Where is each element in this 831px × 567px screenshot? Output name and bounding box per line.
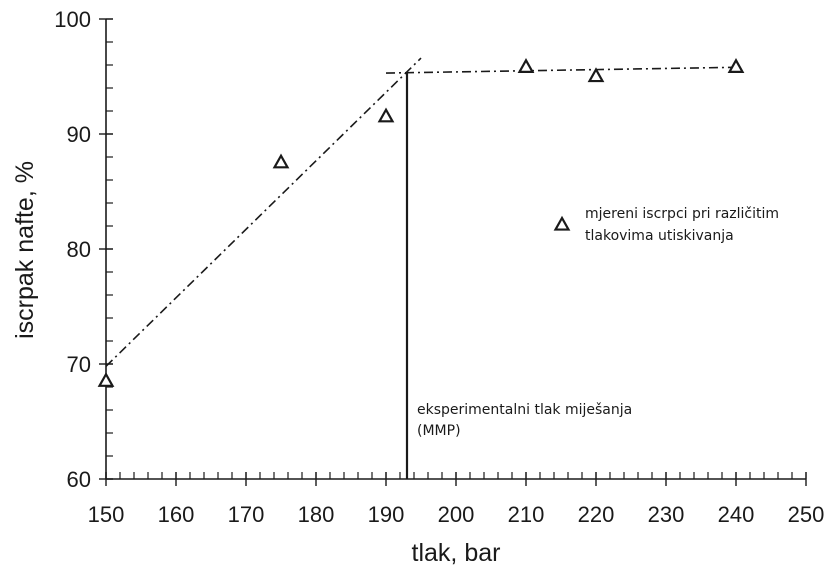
trend-line [105,57,422,367]
data-point-marker [377,107,395,123]
x-tick-label: 150 [88,502,125,527]
y-axis-title: iscrpak nafte, % [11,161,39,339]
data-point-marker [97,372,115,387]
data-point-marker [587,67,605,83]
data-point-marker [727,58,745,73]
y-tick-label: 70 [67,352,91,377]
x-tick-label: 210 [508,502,545,527]
y-tick-label: 100 [54,7,91,32]
x-tick-label: 160 [158,502,195,527]
x-tick-label: 230 [648,502,685,527]
x-tick-label: 220 [578,502,615,527]
legend-label: mjereni iscrpci pri različitim [585,206,779,222]
mmp-label: (MMP) [417,423,461,439]
x-tick-label: 250 [788,502,825,527]
x-tick-label: 200 [438,502,475,527]
x-tick-label: 190 [368,502,405,527]
x-tick-label: 180 [298,502,335,527]
legend-marker [553,215,571,231]
trend-line [385,66,737,74]
data-point-marker [272,153,290,169]
y-tick-label: 90 [67,122,91,147]
y-tick-label: 60 [67,467,91,492]
mmp-label: eksperimentalni tlak miješanja [417,402,632,418]
x-tick-label: 170 [228,502,265,527]
data-point-marker [517,58,535,73]
x-axis-title: tlak, bar [412,539,501,567]
y-tick-label: 80 [67,237,91,262]
legend-label: tlakovima utiskivanja [585,228,734,244]
x-tick-label: 240 [718,502,755,527]
